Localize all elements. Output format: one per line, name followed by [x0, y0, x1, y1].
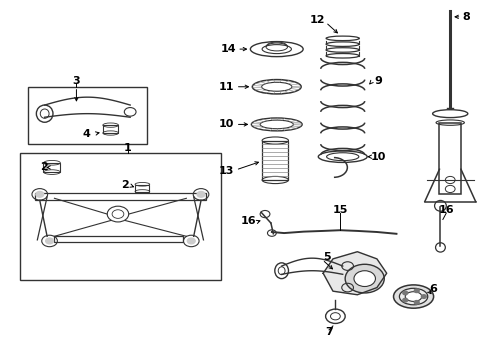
Bar	[20, 153, 221, 280]
Text: 3: 3	[73, 76, 80, 86]
Text: 9: 9	[374, 76, 382, 86]
Text: 16: 16	[439, 206, 454, 216]
Bar	[262, 140, 289, 180]
Text: 11: 11	[219, 82, 234, 92]
Circle shape	[415, 289, 419, 293]
Text: 6: 6	[429, 284, 437, 294]
Circle shape	[421, 295, 426, 298]
Text: 2: 2	[40, 162, 48, 172]
Circle shape	[197, 192, 205, 197]
Text: 16: 16	[241, 216, 257, 226]
Text: 1: 1	[124, 143, 132, 153]
Text: 10: 10	[370, 152, 386, 162]
Circle shape	[415, 301, 419, 304]
Text: 14: 14	[221, 44, 237, 54]
Bar	[103, 125, 119, 133]
Text: 8: 8	[462, 12, 470, 22]
Bar	[440, 123, 461, 194]
Text: 5: 5	[323, 252, 331, 262]
Circle shape	[403, 291, 408, 295]
Bar	[27, 87, 147, 144]
Text: 7: 7	[325, 327, 333, 337]
Text: 13: 13	[219, 166, 234, 176]
Text: 2: 2	[122, 180, 129, 190]
Ellipse shape	[399, 288, 428, 305]
Bar	[43, 163, 60, 172]
Text: 12: 12	[310, 15, 325, 26]
Text: 4: 4	[82, 129, 90, 139]
Ellipse shape	[405, 292, 422, 301]
Circle shape	[36, 192, 44, 197]
Ellipse shape	[393, 285, 434, 308]
Text: 15: 15	[333, 206, 348, 216]
Circle shape	[403, 298, 408, 302]
Circle shape	[46, 238, 53, 244]
Bar	[135, 185, 149, 192]
Polygon shape	[323, 252, 387, 295]
Text: 10: 10	[219, 120, 234, 129]
Bar	[35, 193, 206, 201]
Bar	[54, 236, 183, 242]
Circle shape	[345, 264, 384, 293]
Circle shape	[354, 271, 375, 287]
Circle shape	[187, 238, 195, 244]
